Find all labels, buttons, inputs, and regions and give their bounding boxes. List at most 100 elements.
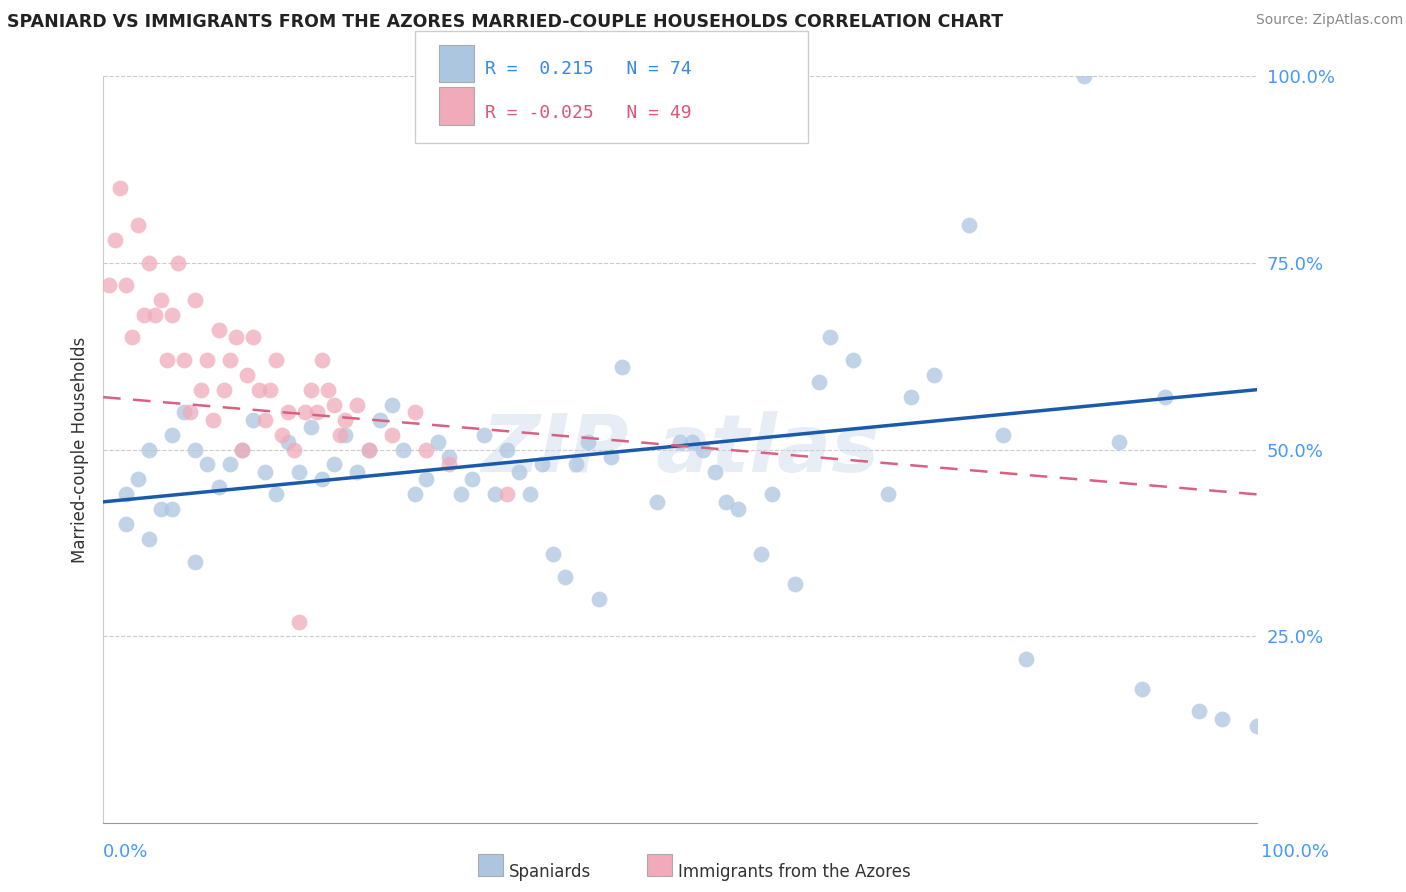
Point xyxy=(439,458,461,472)
Point xyxy=(138,255,160,269)
Point xyxy=(329,427,352,442)
Point xyxy=(381,427,404,442)
Point xyxy=(288,615,311,629)
Point xyxy=(1211,712,1233,726)
Point xyxy=(842,352,865,367)
Text: Spaniards: Spaniards xyxy=(509,863,591,880)
Point xyxy=(288,465,311,479)
Point xyxy=(496,487,519,501)
Point xyxy=(231,442,253,457)
Point xyxy=(612,360,634,375)
Point xyxy=(283,442,305,457)
Point xyxy=(1246,719,1268,733)
Point xyxy=(184,555,207,569)
Point xyxy=(143,308,166,322)
Point xyxy=(121,330,143,344)
Point xyxy=(785,577,807,591)
Point xyxy=(277,405,299,419)
Point xyxy=(167,255,190,269)
Point xyxy=(554,569,576,583)
Point xyxy=(242,330,264,344)
Text: Source: ZipAtlas.com: Source: ZipAtlas.com xyxy=(1256,13,1403,28)
Point xyxy=(749,547,772,561)
Point xyxy=(253,412,276,426)
Point xyxy=(162,308,184,322)
Point xyxy=(195,352,218,367)
Point xyxy=(530,458,553,472)
Point xyxy=(669,435,692,450)
Point xyxy=(115,517,138,532)
Point xyxy=(190,383,212,397)
Point xyxy=(155,352,177,367)
Point xyxy=(264,352,287,367)
Point xyxy=(1188,704,1211,718)
Y-axis label: Married-couple Households: Married-couple Households xyxy=(72,336,89,563)
Point xyxy=(299,420,322,434)
Text: 100.0%: 100.0% xyxy=(1261,843,1329,861)
Point xyxy=(727,502,749,516)
Point xyxy=(184,442,207,457)
Point xyxy=(127,218,149,232)
Point xyxy=(294,405,316,419)
Point xyxy=(305,405,328,419)
Point xyxy=(110,180,132,194)
Point xyxy=(346,398,368,412)
Point xyxy=(426,435,449,450)
Point xyxy=(299,383,322,397)
Point xyxy=(335,412,357,426)
Point xyxy=(277,435,299,450)
Point xyxy=(599,450,621,464)
Point xyxy=(259,383,281,397)
Point xyxy=(957,218,980,232)
Point xyxy=(761,487,783,501)
Point xyxy=(322,398,344,412)
Point xyxy=(991,427,1014,442)
Point xyxy=(716,495,738,509)
Point xyxy=(461,472,484,486)
Point xyxy=(184,293,207,307)
Point xyxy=(1073,69,1095,83)
Text: ZIP atlas: ZIP atlas xyxy=(481,410,879,489)
Point xyxy=(922,368,945,382)
Point xyxy=(162,502,184,516)
Point xyxy=(807,375,830,389)
Point xyxy=(472,427,495,442)
Point xyxy=(357,442,380,457)
Point xyxy=(392,442,415,457)
Point xyxy=(818,330,841,344)
Point xyxy=(214,383,236,397)
Point xyxy=(311,352,333,367)
Point xyxy=(519,487,541,501)
Point xyxy=(201,412,224,426)
Point xyxy=(132,308,155,322)
Point xyxy=(565,458,588,472)
Text: Immigrants from the Azores: Immigrants from the Azores xyxy=(678,863,911,880)
Point xyxy=(588,592,610,607)
Point xyxy=(264,487,287,501)
Point xyxy=(97,277,120,292)
Point xyxy=(703,465,725,479)
Point xyxy=(335,427,357,442)
Text: R =  0.215   N = 74: R = 0.215 N = 74 xyxy=(485,60,692,78)
Point xyxy=(1130,681,1153,696)
Point xyxy=(1153,390,1175,404)
Point xyxy=(219,352,242,367)
Point xyxy=(149,293,172,307)
Point xyxy=(207,323,229,337)
Text: 0.0%: 0.0% xyxy=(103,843,148,861)
Point xyxy=(311,472,333,486)
Point xyxy=(876,487,898,501)
Point xyxy=(195,458,218,472)
Point xyxy=(162,427,184,442)
Point xyxy=(231,442,253,457)
Point xyxy=(115,277,138,292)
Point xyxy=(207,480,229,494)
Point xyxy=(173,352,195,367)
Point xyxy=(496,442,519,457)
Point xyxy=(253,465,276,479)
Point xyxy=(138,442,160,457)
Point xyxy=(439,450,461,464)
Point xyxy=(404,487,426,501)
Point xyxy=(115,487,138,501)
Point xyxy=(576,435,599,450)
